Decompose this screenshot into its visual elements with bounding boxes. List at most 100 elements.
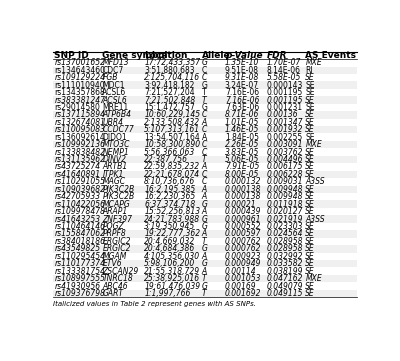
Text: A: A xyxy=(202,185,207,194)
Text: rs111010940: rs111010940 xyxy=(54,81,105,90)
Text: UBR4: UBR4 xyxy=(102,118,123,127)
Text: G: G xyxy=(202,200,208,209)
Text: DIDO1: DIDO1 xyxy=(102,133,127,142)
Text: 0.001347: 0.001347 xyxy=(267,118,303,127)
Text: G: G xyxy=(202,81,208,90)
Text: A3SS: A3SS xyxy=(306,177,325,186)
Text: A: A xyxy=(202,252,207,261)
Text: 1.01E-05: 1.01E-05 xyxy=(225,118,259,127)
Text: rs42705933: rs42705933 xyxy=(54,192,100,201)
Text: rs155847062: rs155847062 xyxy=(54,230,105,238)
Text: ABC46: ABC46 xyxy=(102,282,128,291)
Text: rs137115894: rs137115894 xyxy=(54,110,105,119)
Text: CCDC77: CCDC77 xyxy=(102,125,134,134)
Text: MTO3C: MTO3C xyxy=(102,140,130,149)
Text: ETV6: ETV6 xyxy=(102,259,122,268)
Text: A: A xyxy=(202,118,207,127)
Bar xyxy=(53,96,357,104)
Text: SE: SE xyxy=(306,103,315,112)
Text: 3:51,880,683: 3:51,880,683 xyxy=(144,66,195,75)
Text: G: G xyxy=(202,222,208,231)
Text: SE: SE xyxy=(306,192,315,201)
Text: SE: SE xyxy=(306,118,315,127)
Text: 0.00136: 0.00136 xyxy=(267,110,298,119)
Text: 0.002255: 0.002255 xyxy=(267,133,303,142)
Text: rs132674081: rs132674081 xyxy=(54,118,105,127)
Text: rs41643253: rs41643253 xyxy=(54,214,100,223)
Text: MCAPG: MCAPG xyxy=(102,200,130,209)
Text: Allele: Allele xyxy=(202,51,230,60)
Text: 5.06E-05: 5.06E-05 xyxy=(225,155,259,164)
Text: 0.000762: 0.000762 xyxy=(225,237,261,246)
Bar xyxy=(53,141,357,148)
Text: 16:2,195,385: 16:2,195,385 xyxy=(144,185,196,194)
Text: 7:21,527,204: 7:21,527,204 xyxy=(144,88,195,97)
Text: rs110291055: rs110291055 xyxy=(54,177,105,186)
Text: MXE: MXE xyxy=(306,58,322,67)
Text: G: G xyxy=(202,214,208,223)
Text: 0.000138: 0.000138 xyxy=(225,185,261,194)
Text: ACSL6: ACSL6 xyxy=(102,88,127,97)
Text: rs133838482: rs133838482 xyxy=(54,148,105,157)
Text: C: C xyxy=(202,73,207,82)
Text: ATP6B4: ATP6B4 xyxy=(102,110,131,119)
Text: rs110095083: rs110095083 xyxy=(54,125,105,134)
Text: T: T xyxy=(202,237,206,246)
Text: 0.000552: 0.000552 xyxy=(225,222,261,231)
Text: A: A xyxy=(202,162,207,171)
Bar xyxy=(53,245,357,253)
Text: rs29014580: rs29014580 xyxy=(54,103,100,112)
Text: G: G xyxy=(202,244,208,253)
Text: G: G xyxy=(202,259,208,268)
Bar xyxy=(53,200,357,208)
Text: 0.000138: 0.000138 xyxy=(225,192,261,201)
Text: 0.000949: 0.000949 xyxy=(225,259,261,268)
Text: 22:21,678,074: 22:21,678,074 xyxy=(144,170,200,179)
Text: 0.009948: 0.009948 xyxy=(267,185,303,194)
Text: 20:4,669,032: 20:4,669,032 xyxy=(144,237,196,246)
Text: SE: SE xyxy=(306,170,315,179)
Text: SE: SE xyxy=(306,200,315,209)
Text: 4:105,356,030: 4:105,356,030 xyxy=(144,252,200,261)
Text: TNRC18: TNRC18 xyxy=(102,274,133,283)
Text: 0.003091: 0.003091 xyxy=(267,140,303,149)
Text: 8.71E-06: 8.71E-06 xyxy=(225,110,259,119)
Text: 7:21,502,848: 7:21,502,848 xyxy=(144,96,196,105)
Text: 9.31E-08: 9.31E-08 xyxy=(225,73,259,82)
Text: 0.011918: 0.011918 xyxy=(267,200,303,209)
Text: G: G xyxy=(202,282,208,291)
Text: rs384018186: rs384018186 xyxy=(54,237,105,246)
Text: rs136092614: rs136092614 xyxy=(54,133,105,142)
Text: ARTB1: ARTB1 xyxy=(102,162,128,171)
Text: CDC7: CDC7 xyxy=(102,66,124,75)
Text: 0.024564: 0.024564 xyxy=(267,230,303,238)
Text: rs109376798: rs109376798 xyxy=(54,289,105,298)
Text: G: G xyxy=(202,103,208,112)
Text: MGAM: MGAM xyxy=(102,252,127,261)
Text: 8.00E-05: 8.00E-05 xyxy=(225,170,259,179)
Text: SE: SE xyxy=(306,244,315,253)
Text: 0.023303: 0.023303 xyxy=(267,222,303,231)
Text: A: A xyxy=(202,192,207,201)
Text: 0.001692: 0.001692 xyxy=(225,289,261,298)
Text: 0.001195: 0.001195 xyxy=(267,96,303,105)
Text: rs110177374: rs110177374 xyxy=(54,259,105,268)
Text: rs109039682: rs109039682 xyxy=(54,185,105,194)
Text: 0.000132: 0.000132 xyxy=(225,177,261,186)
Text: 0.000762: 0.000762 xyxy=(225,244,261,253)
Text: 5.58E-05: 5.58E-05 xyxy=(267,73,301,82)
Text: SE: SE xyxy=(306,162,315,171)
Text: PRPF8: PRPF8 xyxy=(102,230,126,238)
Text: 13:54,507,164: 13:54,507,164 xyxy=(144,133,200,142)
Bar xyxy=(53,111,357,119)
Text: SE: SE xyxy=(306,207,315,216)
Text: A: A xyxy=(202,207,207,216)
Text: ITPK1: ITPK1 xyxy=(102,170,124,179)
Bar xyxy=(53,275,357,282)
Text: rs383381247: rs383381247 xyxy=(54,96,105,105)
Text: 3.24E-07: 3.24E-07 xyxy=(225,81,259,90)
Text: 0.001053: 0.001053 xyxy=(225,274,261,283)
Text: 7.91E-05: 7.91E-05 xyxy=(225,162,259,171)
Text: 0.038199: 0.038199 xyxy=(267,267,303,276)
Text: 15:1,472,757: 15:1,472,757 xyxy=(144,103,195,112)
